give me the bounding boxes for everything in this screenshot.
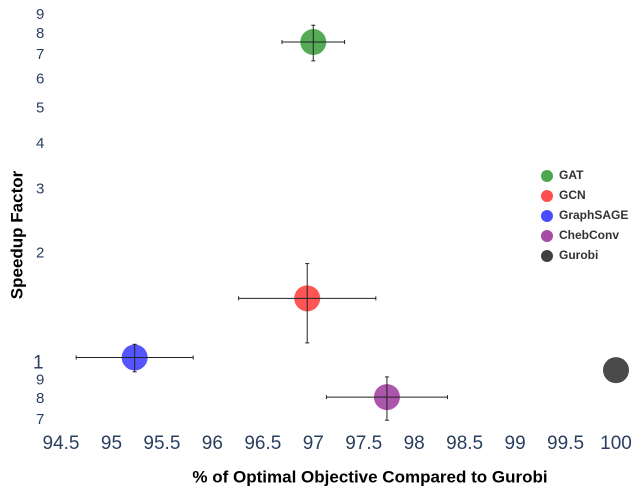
y-tick-label: 9 <box>36 371 44 388</box>
legend-marker <box>541 170 553 182</box>
x-tick-label: 98 <box>404 433 425 454</box>
y-tick-label: 8 <box>36 390 44 407</box>
x-tick-label: 99.5 <box>547 433 584 454</box>
x-tick-label: 97.5 <box>345 433 382 454</box>
y-tick-label: 4 <box>36 135 44 152</box>
point <box>603 357 629 384</box>
legend-label: GAT <box>559 168 584 182</box>
x-tick-label: 96 <box>202 433 223 454</box>
legend-marker <box>541 210 553 222</box>
y-tick-label: 2 <box>36 245 44 262</box>
y-tick-label: 8 <box>36 25 44 42</box>
legend-marker <box>541 190 553 202</box>
y-tick-label: 7 <box>36 411 44 428</box>
legend-label: GCN <box>559 188 586 202</box>
y-tick-label: 3 <box>36 180 44 197</box>
y-tick-label: 1 <box>33 353 44 374</box>
y-axis-title: Speedup Factor <box>7 170 26 299</box>
x-tick-label: 95 <box>101 433 122 454</box>
y-tick-label: 7 <box>36 46 44 63</box>
legend-label: Gurobi <box>559 248 598 262</box>
legend-marker <box>541 250 553 262</box>
y-tick-label: 5 <box>36 99 44 116</box>
x-tick-label: 95.5 <box>143 433 180 454</box>
x-tick-label: 96.5 <box>244 433 281 454</box>
x-tick-label: 99 <box>505 433 526 454</box>
x-tick-label: 98.5 <box>446 433 483 454</box>
x-tick-label: 100 <box>600 433 632 454</box>
x-tick-label: 97 <box>303 433 324 454</box>
y-tick-label: 9 <box>36 6 44 23</box>
x-axis-title: % of Optimal Objective Compared to Gurob… <box>192 467 547 486</box>
legend-label: GraphSAGE <box>559 208 628 222</box>
x-tick-label: 94.5 <box>43 433 80 454</box>
legend-marker <box>541 230 553 242</box>
y-tick-label: 6 <box>36 71 44 88</box>
legend-label: ChebConv <box>559 228 619 242</box>
